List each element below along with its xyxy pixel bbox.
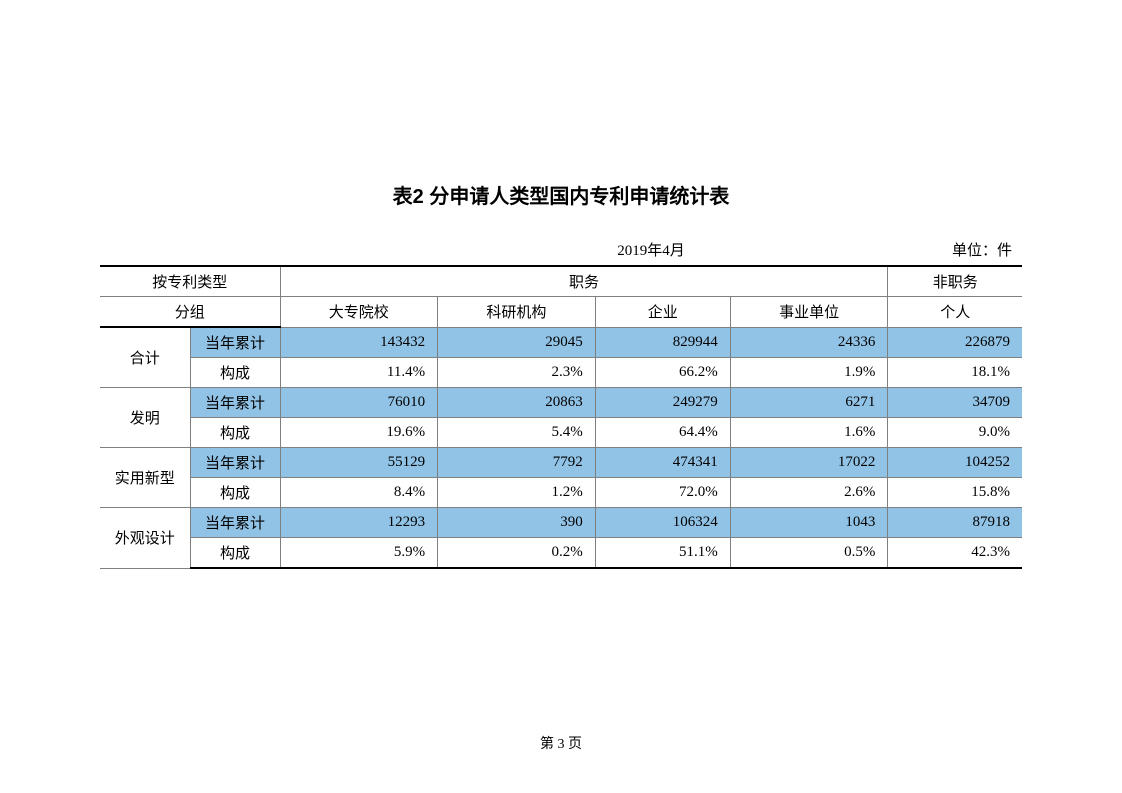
row-label-invention: 发明 <box>100 388 190 448</box>
table-cell: 24336 <box>730 327 888 358</box>
metric-label: 当年累计 <box>190 448 280 478</box>
header-col-group-2: 非职务 <box>888 266 1022 297</box>
table-cell: 15.8% <box>888 478 1022 508</box>
header-sub2: 科研机构 <box>438 297 596 328</box>
table-cell: 2.6% <box>730 478 888 508</box>
table-cell: 7792 <box>438 448 596 478</box>
table-cell: 143432 <box>280 327 438 358</box>
table-cell: 19.6% <box>280 418 438 448</box>
table-date: 2019年4月 <box>110 239 912 260</box>
header-sub3: 企业 <box>595 297 730 328</box>
header-sub1: 大专院校 <box>280 297 438 328</box>
table-cell: 106324 <box>595 508 730 538</box>
table-cell: 226879 <box>888 327 1022 358</box>
table-cell: 104252 <box>888 448 1022 478</box>
metric-label: 当年累计 <box>190 508 280 538</box>
table-cell: 66.2% <box>595 358 730 388</box>
table-cell: 2.3% <box>438 358 596 388</box>
table-title: 表2 分申请人类型国内专利申请统计表 <box>100 180 1022 209</box>
metric-label: 构成 <box>190 538 280 569</box>
table-cell: 1.2% <box>438 478 596 508</box>
table-cell: 34709 <box>888 388 1022 418</box>
table-cell: 249279 <box>595 388 730 418</box>
table-cell: 829944 <box>595 327 730 358</box>
metric-label: 构成 <box>190 358 280 388</box>
table-cell: 390 <box>438 508 596 538</box>
header-group-bottom: 分组 <box>100 297 280 328</box>
table-cell: 474341 <box>595 448 730 478</box>
header-group-top: 按专利类型 <box>100 266 280 297</box>
table-cell: 72.0% <box>595 478 730 508</box>
table-cell: 6271 <box>730 388 888 418</box>
table-cell: 76010 <box>280 388 438 418</box>
table-cell: 17022 <box>730 448 888 478</box>
row-label-utility: 实用新型 <box>100 448 190 508</box>
data-table: 按专利类型 职务 非职务 分组 大专院校 科研机构 企业 事业单位 个人 合计 … <box>100 265 1022 569</box>
table-cell: 1.9% <box>730 358 888 388</box>
table-cell: 29045 <box>438 327 596 358</box>
header-sub5: 个人 <box>888 297 1022 328</box>
row-label-design: 外观设计 <box>100 508 190 569</box>
table-unit: 单位：件 <box>912 239 1012 260</box>
table-cell: 0.5% <box>730 538 888 569</box>
table-cell: 0.2% <box>438 538 596 569</box>
row-label-total: 合计 <box>100 327 190 388</box>
table-cell: 8.4% <box>280 478 438 508</box>
table-cell: 5.9% <box>280 538 438 569</box>
table-cell: 9.0% <box>888 418 1022 448</box>
metric-label: 当年累计 <box>190 388 280 418</box>
page-footer: 第 3 页 <box>0 733 1122 753</box>
table-cell: 42.3% <box>888 538 1022 569</box>
header-sub4: 事业单位 <box>730 297 888 328</box>
table-cell: 1043 <box>730 508 888 538</box>
table-cell: 5.4% <box>438 418 596 448</box>
table-cell: 20863 <box>438 388 596 418</box>
table-cell: 18.1% <box>888 358 1022 388</box>
table-cell: 1.6% <box>730 418 888 448</box>
table-cell: 51.1% <box>595 538 730 569</box>
table-meta: 2019年4月 单位：件 <box>100 239 1022 260</box>
table-cell: 55129 <box>280 448 438 478</box>
metric-label: 当年累计 <box>190 327 280 358</box>
table-cell: 12293 <box>280 508 438 538</box>
table-cell: 64.4% <box>595 418 730 448</box>
table-cell: 87918 <box>888 508 1022 538</box>
header-col-group-1: 职务 <box>280 266 888 297</box>
metric-label: 构成 <box>190 478 280 508</box>
table-cell: 11.4% <box>280 358 438 388</box>
metric-label: 构成 <box>190 418 280 448</box>
